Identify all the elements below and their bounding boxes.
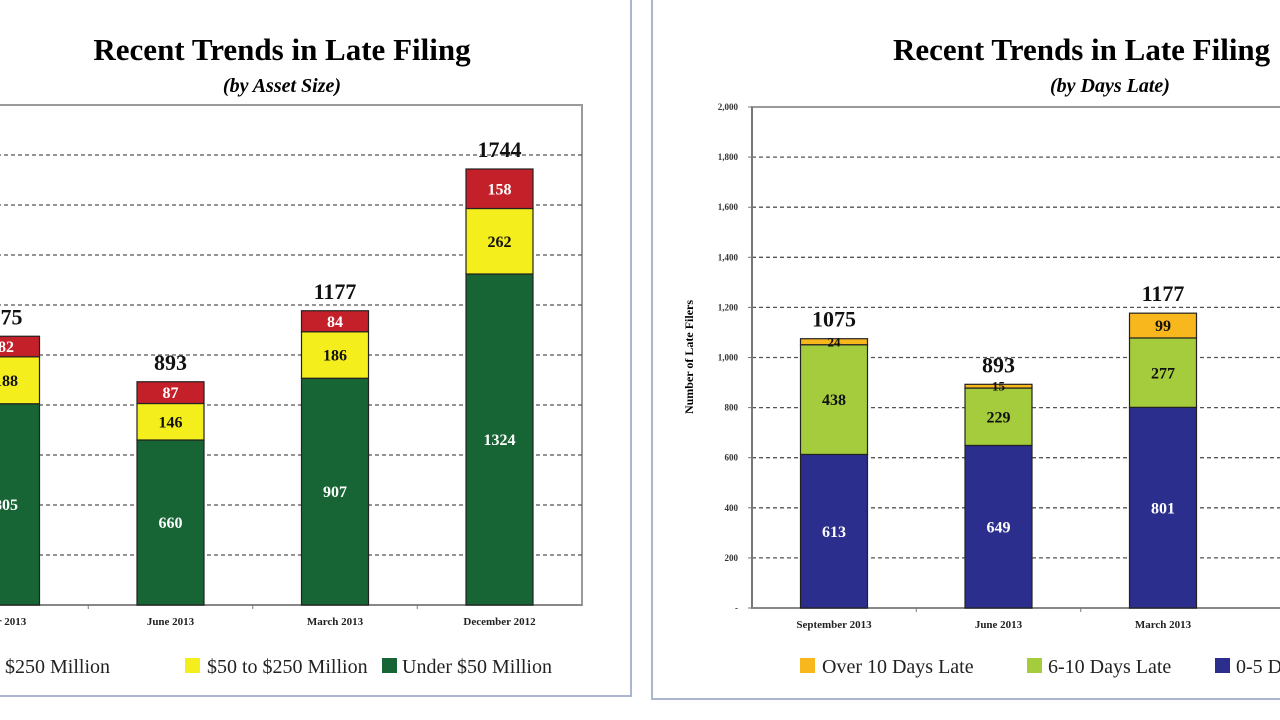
bar-segment-label: 158	[488, 181, 512, 198]
bar-segment	[465, 168, 534, 210]
bar-segment-label: 82	[0, 339, 14, 356]
y-tick-label: -	[735, 603, 738, 613]
legend-label: 0-5 Days Late	[1236, 656, 1280, 678]
bar-total-label: 1177	[314, 279, 357, 304]
bar-segment	[964, 383, 1033, 389]
bar-segment	[136, 381, 205, 405]
bar-segment	[465, 273, 534, 606]
legend-swatch	[800, 658, 815, 673]
bar-total-label: 893	[154, 350, 187, 375]
left-chart: 805 188 82 075 ber 2013 660 146 87 893 June 2013 9…	[0, 104, 583, 678]
x-tick-label: December 2012	[463, 616, 536, 628]
y-tick-label: 1,000	[718, 353, 739, 363]
right-chart-title: Recent Trends in Late Filing	[893, 32, 1271, 67]
legend-swatch	[1215, 658, 1230, 673]
legend-label: Under $50 Million	[402, 656, 552, 678]
bar-segment	[799, 338, 869, 346]
legend-swatch	[185, 658, 200, 673]
bar-segment	[1128, 337, 1198, 408]
bar-segment	[465, 207, 534, 275]
x-tick-label: ber 2013	[0, 616, 27, 628]
y-tick-label: 600	[725, 453, 739, 463]
bar-segment	[964, 444, 1033, 609]
x-tick-label: March 2013	[307, 616, 364, 628]
left-chart-title: Recent Trends in Late Filing	[93, 32, 471, 67]
bar-segment	[0, 403, 41, 606]
y-tick-label: 2,000	[718, 102, 739, 112]
right-chart-y-axis-label: Number of Late Filers	[682, 300, 696, 414]
y-tick-label: 1,600	[718, 202, 739, 212]
bar-segment	[300, 377, 370, 606]
bar-segment-label: 438	[822, 392, 846, 409]
bar-segment-label: 84	[327, 314, 343, 331]
bar-total-label: 1744	[478, 137, 522, 162]
bar-segment	[300, 310, 370, 333]
bar-segment-label: 87	[163, 385, 179, 402]
bar-segment-label: 907	[323, 484, 347, 501]
x-tick-label: September 2013	[796, 619, 872, 631]
bar-segment-label: 649	[987, 519, 1011, 536]
bar-segment	[799, 344, 869, 456]
y-tick-label: 400	[725, 503, 739, 513]
legend-label: $50 to $250 Million	[207, 656, 368, 678]
x-tick-label: June 2013	[147, 616, 195, 628]
bar-total-label: 075	[0, 304, 23, 329]
bar-segment-label: 262	[488, 234, 512, 251]
legend-label: Over 10 Days Late	[822, 656, 974, 678]
bar-segment-label: 801	[1151, 500, 1175, 517]
bar-segment-label: 15	[992, 379, 1006, 394]
y-tick-label: 1,400	[718, 252, 739, 262]
legend-label: $250 Million	[5, 656, 110, 678]
bar-total-label: 1075	[812, 307, 856, 332]
bar-segment-label: 188	[0, 373, 18, 390]
bar-segment-label: 660	[159, 515, 183, 532]
bar-segment-label: 229	[987, 409, 1011, 426]
bar-segment	[136, 439, 205, 606]
bar-segment-label: 805	[0, 497, 18, 514]
bar-segment	[136, 402, 205, 441]
bar-segment-label: 186	[323, 348, 347, 365]
y-tick-label: 1,800	[718, 152, 739, 162]
bar-segment	[1128, 406, 1198, 609]
bar-segment	[1128, 312, 1198, 339]
y-tick-label: 800	[725, 403, 739, 413]
bar-total-label: 893	[982, 352, 1015, 377]
bar-total-label: 1177	[1142, 281, 1185, 306]
bar-segment-label: 99	[1155, 318, 1171, 335]
x-tick-label: March 2013	[1135, 619, 1192, 631]
bar-segment-label: 24	[828, 334, 842, 349]
bar-segment	[799, 453, 869, 609]
legend-label: 6-10 Days Late	[1048, 656, 1171, 678]
y-tick-label: 200	[725, 553, 739, 563]
y-tick-label: 1,200	[718, 302, 739, 312]
right-chart: - 200 400 600 800 1,000 1,200 1,400 1,600 1,800 2,…	[718, 102, 1280, 678]
bar-segment	[964, 387, 1033, 447]
bar-segment-label: 146	[159, 414, 183, 431]
legend-swatch	[382, 658, 397, 673]
bar-segment-label: 277	[1151, 365, 1175, 382]
bar-segment-label: 613	[822, 524, 846, 541]
legend-swatch	[1027, 658, 1042, 673]
x-tick-label: June 2013	[975, 619, 1023, 631]
left-chart-subtitle: (by Asset Size)	[223, 75, 341, 97]
right-chart-subtitle: (by Days Late)	[1050, 75, 1170, 97]
bar-segment	[0, 335, 41, 358]
bar-segment-label: 1324	[484, 432, 516, 449]
